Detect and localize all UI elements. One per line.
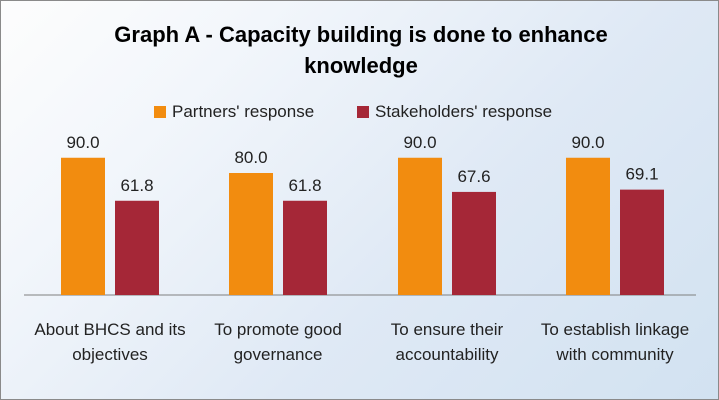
category-label-3-line-1: To ensure their <box>391 320 504 339</box>
data-label-partners-4: 90.0 <box>571 133 604 152</box>
data-label-partners-1: 90.0 <box>66 133 99 152</box>
bar-partners-2 <box>229 173 273 295</box>
legend: Partners' response Stakeholders' respons… <box>1 100 718 124</box>
bar-partners-4 <box>566 157 610 295</box>
category-label-4-line-1: To establish linkage <box>541 320 689 339</box>
bar-partners-1 <box>61 157 105 295</box>
category-label-1-line-1: About BHCS and its <box>34 320 185 339</box>
legend-label-stakeholders: Stakeholders' response <box>375 102 553 121</box>
data-label-partners-2: 80.0 <box>234 148 267 167</box>
bar-stakeholders-2 <box>283 200 327 295</box>
category-label-4-line-2: with community <box>555 345 674 364</box>
bar-stakeholders-3 <box>452 191 496 295</box>
legend-swatch-stakeholders <box>357 106 369 118</box>
bar-stakeholders-4 <box>620 189 664 295</box>
category-label-1-line-2: objectives <box>72 345 148 364</box>
data-label-stakeholders-2: 61.8 <box>288 176 321 195</box>
chart-title: Graph A - Capacity building is done to e… <box>114 22 608 78</box>
category-label-2-line-2: governance <box>234 345 323 364</box>
category-label-2-line-1: To promote good <box>214 320 342 339</box>
data-label-partners-3: 90.0 <box>403 133 436 152</box>
data-label-stakeholders-4: 69.1 <box>625 165 658 184</box>
legend-item-partners: Partners' response <box>154 100 314 124</box>
category-label-3-line-2: accountability <box>395 345 499 364</box>
legend-swatch-partners <box>154 106 166 118</box>
data-label-stakeholders-3: 67.6 <box>457 167 490 186</box>
bar-stakeholders-1 <box>115 200 159 295</box>
bar-partners-3 <box>398 157 442 295</box>
data-label-stakeholders-1: 61.8 <box>120 176 153 195</box>
legend-label-partners: Partners' response <box>172 102 315 121</box>
legend-item-stakeholders: Stakeholders' response <box>357 100 552 124</box>
